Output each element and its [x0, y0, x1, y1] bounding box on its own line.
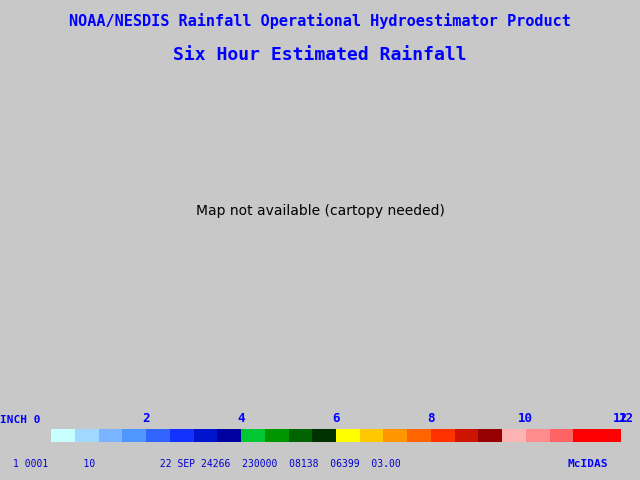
Bar [360, 429, 383, 442]
Bar [193, 429, 218, 442]
Bar [479, 429, 502, 442]
Bar [75, 429, 99, 442]
Bar [218, 429, 241, 442]
Bar [573, 429, 597, 442]
Text: NOAA/NESDIS Rainfall Operational Hydroestimator Product: NOAA/NESDIS Rainfall Operational Hydroes… [69, 12, 571, 29]
Bar [431, 429, 454, 442]
Text: 4: 4 [237, 412, 245, 425]
Bar [550, 429, 573, 442]
Text: 1 0001      10           22 SEP 24266  230000  08138  06399  03.00: 1 0001 10 22 SEP 24266 230000 08138 0639… [13, 459, 401, 469]
Text: 12: 12 [619, 412, 634, 425]
Bar [289, 429, 312, 442]
Bar [265, 429, 289, 442]
Bar [454, 429, 479, 442]
Bar [122, 429, 146, 442]
Bar [336, 429, 360, 442]
Bar [312, 429, 336, 442]
Text: INCH 0: INCH 0 [0, 415, 40, 425]
Text: 10: 10 [518, 412, 533, 425]
Text: McIDAS: McIDAS [568, 459, 608, 469]
Text: 2: 2 [142, 412, 150, 425]
Bar [170, 429, 193, 442]
Bar [99, 429, 122, 442]
Bar [597, 429, 621, 442]
Text: 12: 12 [613, 412, 628, 425]
Bar [526, 429, 550, 442]
Bar [51, 429, 75, 442]
Text: 8: 8 [427, 412, 435, 425]
Text: Six Hour Estimated Rainfall: Six Hour Estimated Rainfall [173, 47, 467, 64]
Bar [146, 429, 170, 442]
Text: 6: 6 [332, 412, 340, 425]
Bar [502, 429, 526, 442]
Bar [241, 429, 265, 442]
Bar [383, 429, 407, 442]
Bar [407, 429, 431, 442]
Text: Map not available (cartopy needed): Map not available (cartopy needed) [196, 204, 444, 218]
